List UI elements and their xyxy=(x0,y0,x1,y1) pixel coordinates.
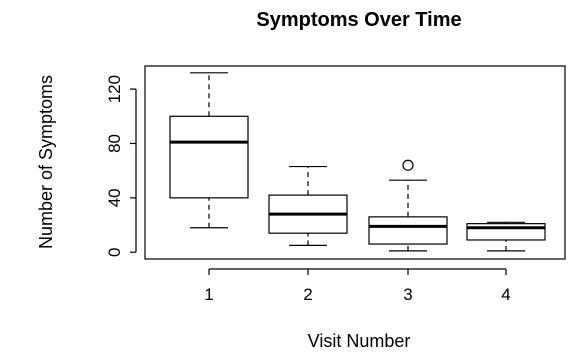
box-group-2 xyxy=(268,165,348,247)
x-tick-label: 2 xyxy=(303,285,312,304)
chart-title: Symptoms Over Time xyxy=(256,9,461,31)
box-iqr xyxy=(466,223,546,241)
box-iqr xyxy=(169,115,249,199)
x-ticks-layer: 1 2 3 4 xyxy=(204,269,511,304)
box-group-3 xyxy=(368,159,448,252)
x-tick-label: 4 xyxy=(501,285,510,304)
plot-area xyxy=(144,65,566,260)
y-axis-label: Number of Symptoms xyxy=(36,75,56,249)
y-tick-label: 80 xyxy=(105,134,124,153)
y-tick-label: 0 xyxy=(105,247,124,256)
boxes-layer xyxy=(169,72,546,252)
outlier-point xyxy=(402,159,414,171)
x-axis-label: Visit Number xyxy=(308,331,411,351)
box-group-4 xyxy=(466,221,546,252)
box-iqr xyxy=(368,216,448,245)
y-ticks-layer: 0 40 80 120 xyxy=(105,75,136,257)
y-tick-label: 120 xyxy=(105,75,124,103)
x-tick-label: 1 xyxy=(204,285,213,304)
x-tick-label: 3 xyxy=(403,285,412,304)
y-tick-label: 40 xyxy=(105,188,124,207)
box-group-1 xyxy=(169,72,249,229)
